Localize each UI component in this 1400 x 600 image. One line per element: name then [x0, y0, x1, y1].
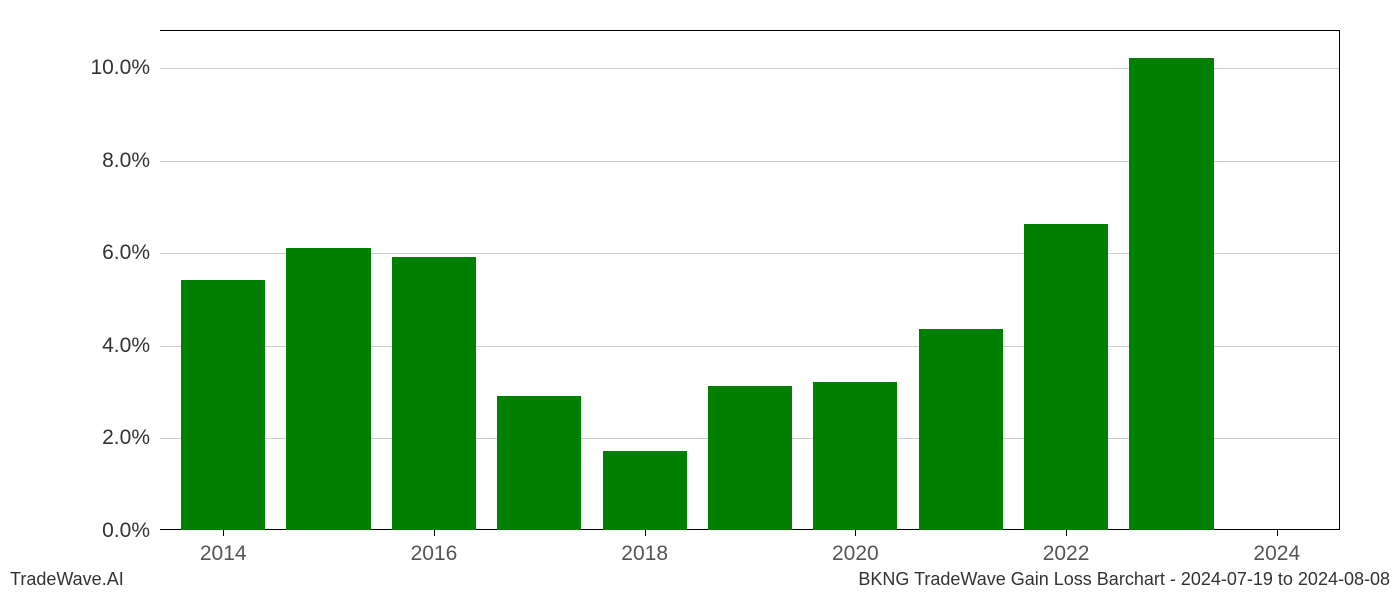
y-tick-label: 2.0% [102, 426, 150, 450]
bar [708, 386, 792, 530]
x-tick-mark [645, 530, 646, 536]
x-tick-label: 2016 [411, 542, 458, 566]
x-tick-mark [1277, 530, 1278, 536]
x-tick-mark [855, 530, 856, 536]
y-tick-label: 10.0% [90, 56, 150, 80]
bar [1129, 58, 1213, 530]
x-tick-label: 2020 [832, 542, 879, 566]
y-tick-label: 8.0% [102, 149, 150, 173]
bar [286, 248, 370, 530]
x-tick-label: 2022 [1043, 542, 1090, 566]
x-tick-mark [1066, 530, 1067, 536]
y-tick-label: 6.0% [102, 241, 150, 265]
bar [497, 396, 581, 530]
footer-right-text: BKNG TradeWave Gain Loss Barchart - 2024… [858, 569, 1390, 590]
bar [181, 280, 265, 530]
x-tick-label: 2024 [1253, 542, 1300, 566]
y-tick-label: 4.0% [102, 334, 150, 358]
bar [813, 382, 897, 530]
y-tick-label: 0.0% [102, 519, 150, 543]
bar [919, 329, 1003, 530]
x-tick-mark [434, 530, 435, 536]
x-tick-mark [223, 530, 224, 536]
x-tick-label: 2018 [621, 542, 668, 566]
bar [392, 257, 476, 530]
plot-area: 0.0%2.0%4.0%6.0%8.0%10.0%201420162018202… [160, 31, 1339, 530]
bar [1024, 224, 1108, 530]
chart-container: 0.0%2.0%4.0%6.0%8.0%10.0%201420162018202… [160, 30, 1340, 530]
x-tick-label: 2014 [200, 542, 247, 566]
footer-left-text: TradeWave.AI [10, 569, 124, 590]
bar [603, 451, 687, 530]
